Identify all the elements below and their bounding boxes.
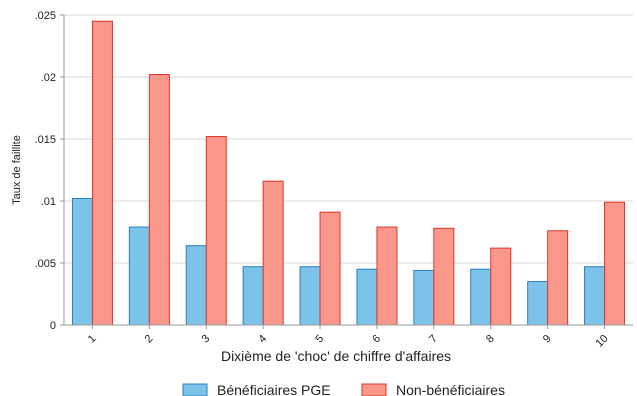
x-tick-label: 7 bbox=[427, 333, 440, 346]
bar-non-beneficiaires bbox=[262, 180, 284, 326]
legend: Bénéficiaires PGE Non-bénéficiaires bbox=[182, 382, 505, 396]
bar-beneficiaires bbox=[527, 281, 549, 326]
y-tick-label: .02 bbox=[41, 72, 56, 84]
x-tick-label: 4 bbox=[256, 333, 269, 346]
legend-swatch-non-beneficiaires bbox=[361, 383, 387, 396]
x-tick-label: 5 bbox=[313, 333, 326, 346]
bar-non-beneficiaires bbox=[205, 136, 227, 326]
legend-swatch-beneficiaires bbox=[182, 383, 208, 396]
x-tick-label: 6 bbox=[370, 333, 383, 346]
x-tick-label: 3 bbox=[200, 333, 213, 346]
bar-beneficiaires bbox=[299, 266, 321, 326]
bar-non-beneficiaires bbox=[376, 226, 398, 326]
y-axis-title: Taux de faillite bbox=[11, 135, 23, 205]
bar-beneficiaires bbox=[470, 268, 492, 326]
bar-beneficiaires bbox=[71, 198, 93, 326]
x-tick-label: 9 bbox=[541, 333, 554, 346]
bar-beneficiaires bbox=[413, 269, 435, 326]
bar-non-beneficiaires bbox=[91, 20, 113, 326]
x-tick-label: 10 bbox=[594, 333, 611, 350]
x-axis-title: Dixième de 'choc' de chiffre d'affaires bbox=[221, 348, 451, 364]
bar-non-beneficiaires bbox=[490, 247, 512, 326]
y-tick-label: .015 bbox=[35, 134, 56, 146]
legend-label-non-beneficiaires: Non-bénéficiaires bbox=[396, 382, 505, 396]
bar-non-beneficiaires bbox=[604, 201, 626, 326]
bar-beneficiaires bbox=[185, 245, 207, 326]
x-tick-label: 1 bbox=[86, 333, 99, 346]
x-tick-label: 8 bbox=[484, 333, 497, 346]
x-tick-label: 2 bbox=[143, 333, 156, 346]
bars bbox=[71, 20, 626, 326]
bar-non-beneficiaires bbox=[433, 227, 455, 326]
bar-beneficiaires bbox=[128, 226, 150, 326]
bar-non-beneficiaires bbox=[547, 230, 569, 326]
y-tick-label: .025 bbox=[35, 10, 56, 22]
y-tick-label: 0 bbox=[50, 320, 56, 332]
y-tick-label: .005 bbox=[35, 258, 56, 270]
y-tick-label: .01 bbox=[41, 196, 56, 208]
bar-beneficiaires bbox=[356, 268, 378, 326]
bar-beneficiaires bbox=[242, 266, 264, 326]
bar-non-beneficiaires bbox=[148, 74, 170, 326]
bar-non-beneficiaires bbox=[319, 211, 341, 326]
legend-label-beneficiaires: Bénéficiaires PGE bbox=[217, 382, 331, 396]
bar-beneficiaires bbox=[584, 266, 606, 326]
